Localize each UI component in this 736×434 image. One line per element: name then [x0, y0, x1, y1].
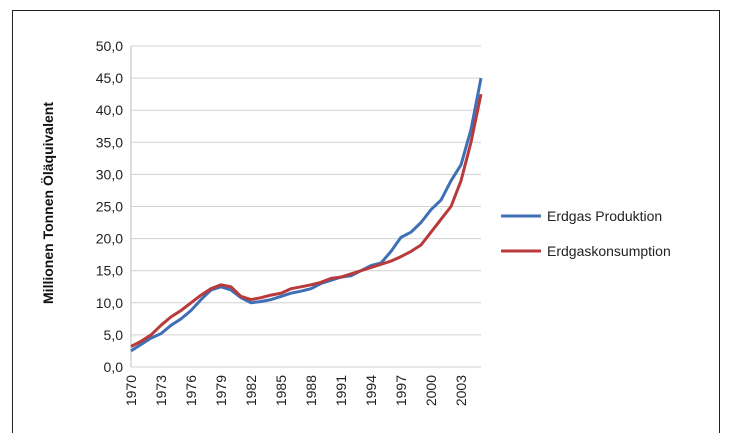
- x-tick-label: 1979: [213, 375, 229, 406]
- y-tick-label: 50,0: [96, 38, 123, 54]
- x-tick-label: 2000: [423, 375, 439, 406]
- y-tick-label: 0,0: [104, 359, 124, 375]
- y-tick-label: 10,0: [96, 295, 123, 311]
- y-tick-label: 25,0: [96, 199, 123, 215]
- legend-label: Erdgas Produktion: [547, 208, 662, 224]
- y-tick-label: 30,0: [96, 166, 123, 182]
- y-tick-label: 20,0: [96, 231, 123, 247]
- gridlines: [130, 45, 481, 368]
- x-tick-label: 1973: [153, 375, 169, 406]
- x-tick-label: 1991: [333, 375, 349, 406]
- y-tick-label: 40,0: [96, 102, 123, 118]
- series-lines: [130, 77, 483, 353]
- x-tick-label: 2003: [453, 375, 469, 406]
- y-axis-title: Millionen Tonnen Öläquivalent: [40, 102, 56, 304]
- y-tick-label: 45,0: [96, 70, 123, 86]
- y-axis-ticks: 0,0 5,0 10,0 15,0 20,0 25,0 30,0 35,0 40,0 45,0 50…: [96, 38, 123, 375]
- x-tick-label: 1982: [243, 375, 259, 406]
- y-tick-label: 35,0: [96, 134, 123, 150]
- x-tick-label: 1997: [393, 375, 409, 406]
- x-tick-label: 1988: [303, 375, 319, 406]
- series-line: [130, 93, 483, 348]
- y-tick-label: 5,0: [104, 327, 124, 343]
- chart-frame: 0,0 5,0 10,0 15,0 20,0 25,0 30,0 35,0 40,0 45,0 50…: [12, 10, 720, 433]
- x-axis-ticks: 1970 1973 1976 1979 1982 1985 1988 1991 1994 1997…: [123, 375, 469, 406]
- x-tick-label: 1976: [183, 375, 199, 406]
- legend: Erdgas Produktion Erdgaskonsumption: [501, 208, 671, 259]
- line-chart: 0,0 5,0 10,0 15,0 20,0 25,0 30,0 35,0 40,0 45,0 50…: [40, 38, 671, 406]
- x-tick-label: 1985: [273, 375, 289, 406]
- x-tick-label: 1994: [363, 375, 379, 406]
- x-tick-label: 1970: [123, 375, 139, 406]
- legend-label: Erdgaskonsumption: [547, 243, 671, 259]
- y-tick-label: 15,0: [96, 263, 123, 279]
- series-line: [130, 77, 483, 353]
